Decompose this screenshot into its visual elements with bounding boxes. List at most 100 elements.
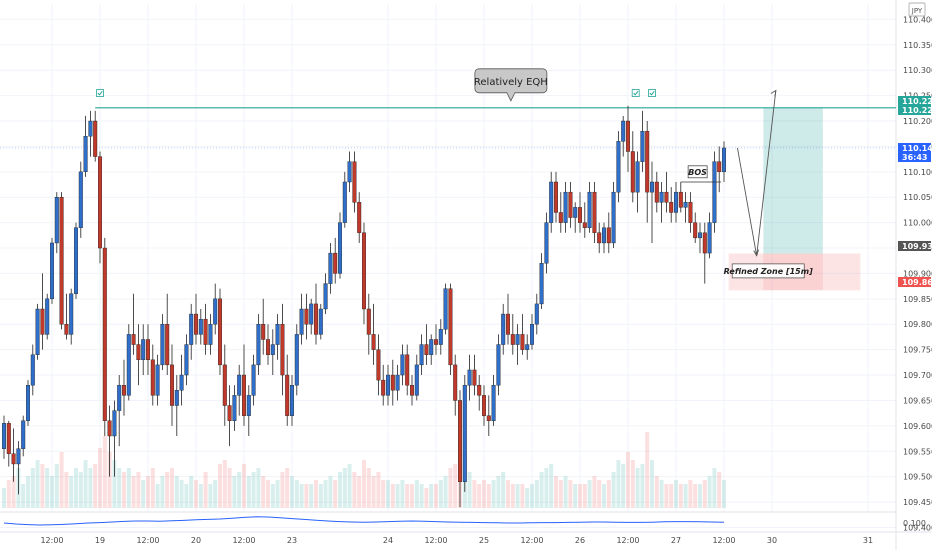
candle — [482, 395, 487, 416]
y-tick-label: 109.400 — [903, 523, 932, 532]
y-tick-label: 109.600 — [903, 422, 932, 431]
candle — [534, 303, 539, 325]
candle — [328, 252, 333, 284]
candle — [366, 308, 371, 335]
volume-bar — [328, 476, 333, 508]
x-tick-label: 20 — [191, 536, 201, 545]
x-tick-label: 25 — [479, 536, 489, 545]
volume-bar — [496, 476, 501, 508]
volume-bar — [275, 480, 280, 508]
volume-bar — [525, 488, 530, 508]
candle — [6, 423, 11, 454]
candle — [294, 334, 299, 386]
y-tick-label: 109.700 — [903, 371, 932, 380]
candle — [203, 318, 208, 345]
volume-bar — [126, 468, 131, 508]
volume-bar — [640, 464, 645, 508]
volume-bar — [189, 476, 194, 508]
volume-bar — [342, 468, 347, 508]
volume-bar — [515, 484, 520, 508]
candle — [438, 329, 443, 345]
y-tick-label: 109.500 — [903, 473, 932, 482]
candle — [165, 324, 170, 366]
y-tick-label: 109.650 — [903, 396, 932, 405]
volume-bar — [35, 460, 40, 508]
volume-bar — [117, 468, 122, 508]
volume-bar — [707, 476, 712, 508]
volume-bar — [410, 484, 414, 508]
volume-bar — [568, 480, 573, 508]
volume-bar — [702, 480, 707, 508]
candle — [467, 369, 472, 386]
candle — [227, 405, 232, 421]
volume-bar — [131, 476, 136, 508]
volume-bar — [338, 472, 342, 508]
eqh-callout-joint — [507, 90, 515, 94]
indicator-line — [3, 516, 725, 526]
volume-bar — [606, 480, 611, 508]
candle — [184, 344, 189, 376]
candle — [621, 120, 626, 142]
candle — [117, 385, 122, 411]
volume-bar — [64, 472, 69, 508]
x-tick-label: 12:00 — [520, 536, 543, 545]
candle — [678, 191, 683, 208]
candle — [160, 324, 165, 366]
candle — [683, 202, 688, 208]
volume-bar — [21, 484, 26, 508]
volume-bar — [208, 484, 213, 508]
candle — [2, 423, 6, 449]
x-tick-label: 31 — [863, 536, 873, 545]
y-tick-label: 110.000 — [903, 219, 932, 228]
candle — [395, 374, 400, 391]
time-axis[interactable]: 12:00 19 12:00 20 12:00 23 24 12:00 25 12:00 26 12:… — [40, 536, 873, 545]
volume-bar — [30, 468, 35, 508]
volume-bar — [472, 480, 477, 508]
volume-bar — [136, 472, 141, 508]
x-tick-label: 27 — [671, 536, 681, 545]
candle — [69, 293, 74, 335]
volume-bar — [621, 464, 626, 508]
candle — [232, 395, 237, 421]
candle — [410, 385, 415, 396]
candle — [208, 324, 213, 345]
volume-bar — [2, 488, 6, 508]
bos-label: BOS — [688, 168, 707, 177]
candle — [688, 202, 693, 223]
candle — [174, 390, 179, 406]
volume-bar — [520, 484, 525, 508]
volume-bar — [290, 476, 294, 508]
volume-bar — [693, 484, 698, 508]
candle — [35, 308, 40, 355]
volume-bar — [40, 464, 45, 508]
price-tag — [898, 241, 931, 251]
checkmark-icon — [649, 90, 655, 96]
volume-bar — [717, 472, 722, 508]
candle — [136, 344, 141, 361]
x-tick-label: 12:00 — [40, 536, 63, 545]
volume-bar — [160, 476, 165, 508]
x-tick-label: 19 — [95, 536, 105, 545]
y-tick-label: 110.200 — [903, 117, 932, 126]
volume-bar — [506, 480, 510, 508]
checkmark-icon — [97, 90, 103, 96]
x-tick-label: 30 — [767, 536, 777, 545]
candle — [640, 130, 645, 162]
candle — [285, 374, 290, 416]
candle — [141, 339, 146, 361]
candle — [645, 130, 650, 193]
price-tag-label: 109.939 — [902, 242, 932, 251]
indicator-tick-label: 0.100 — [903, 519, 926, 528]
check-box-icon — [96, 89, 104, 97]
volume-bar — [712, 468, 717, 508]
indicator-pane: 0.100 — [3, 516, 926, 528]
volume-bar — [453, 464, 458, 508]
candle — [266, 339, 271, 355]
volume-bar — [592, 476, 597, 508]
candle — [477, 385, 482, 396]
candle — [54, 197, 59, 244]
candle — [592, 191, 597, 233]
volume-bar — [352, 472, 357, 508]
volume-bar — [357, 476, 362, 508]
